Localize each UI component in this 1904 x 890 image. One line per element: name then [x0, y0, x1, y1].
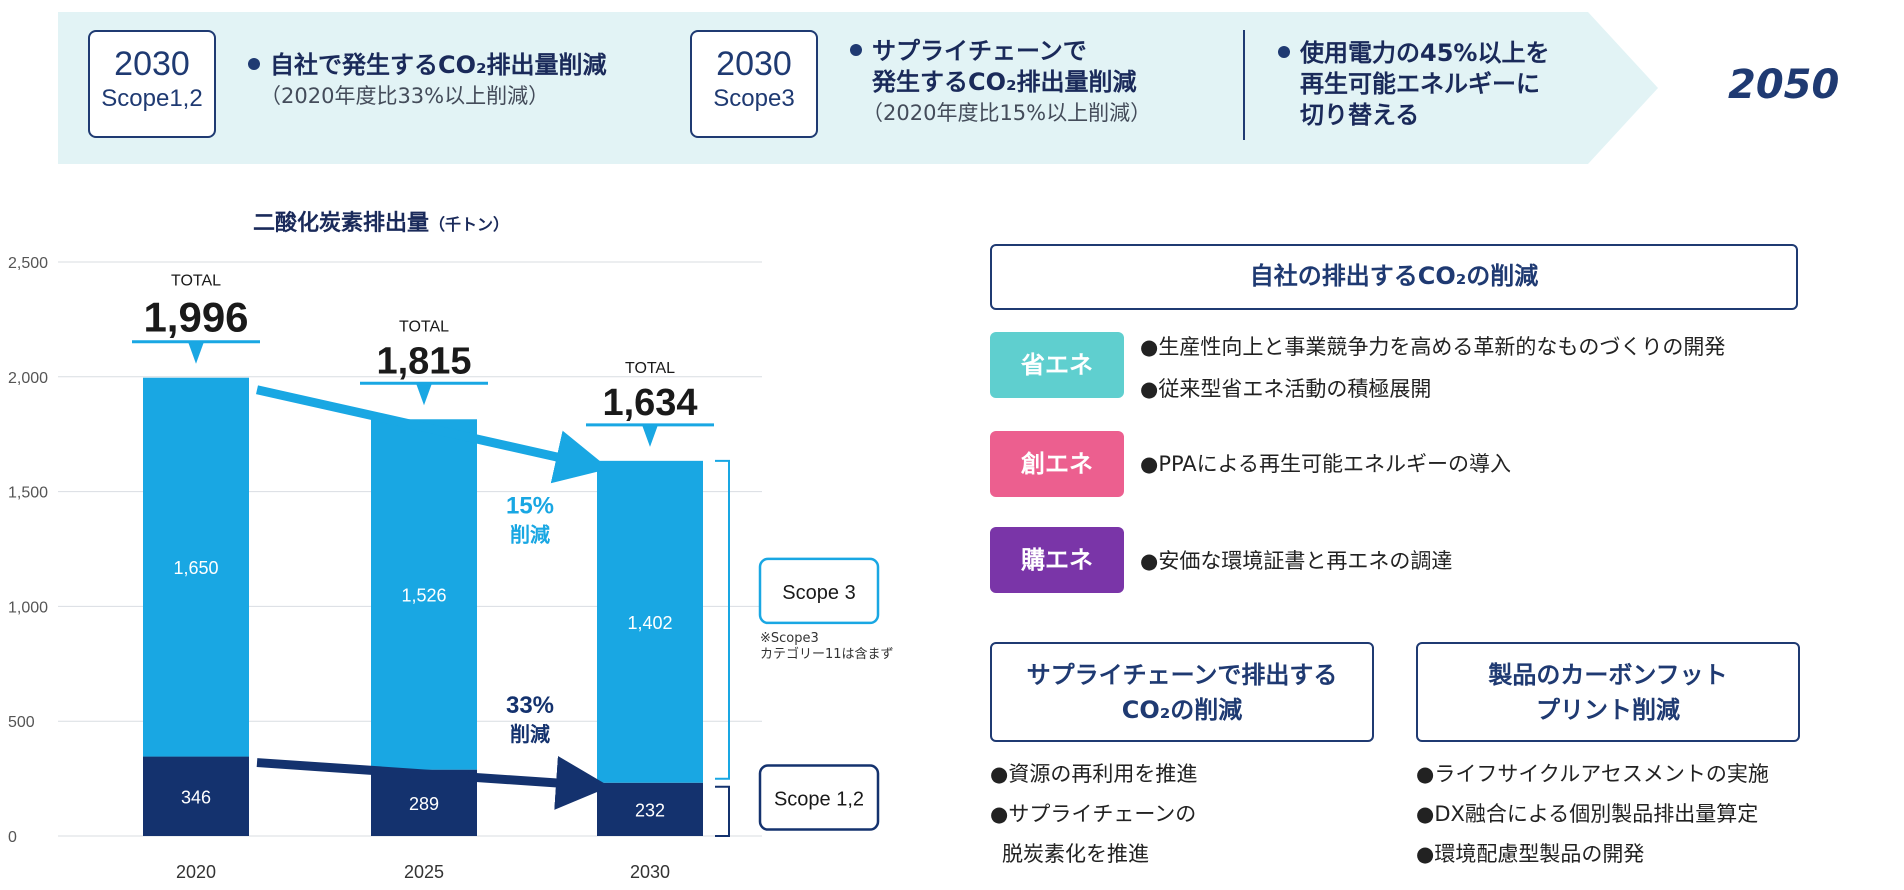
target-year: 2030: [716, 45, 792, 83]
banner-item-line2: 再生可能エネルギーに: [1300, 70, 1540, 98]
reduction-word-scope12: 削減: [510, 722, 550, 746]
chart-title: 二酸化炭素排出量（千トン）: [253, 205, 509, 237]
list-item: 資源の再利用を推進: [990, 754, 1197, 794]
bullet-icon: [850, 44, 862, 56]
reduction-arrow-scope12: [256, 755, 610, 810]
legend-label-scope3: Scope 3: [782, 582, 855, 604]
reduction-pct-scope3: 15%: [506, 493, 554, 520]
energy-saving-list: 生産性向上と事業競争力を高める革新的なものづくりの開発 従来型省エネ活動の積極展…: [1140, 326, 1725, 410]
banner-item-main: 自社で発生するCO₂排出量削減: [270, 51, 607, 79]
bracket-scope12: [715, 785, 730, 837]
banner-item-main-line1: サプライチェーンで: [872, 37, 1087, 65]
supply-chain-list: 資源の再利用を推進 サプライチェーンの 脱炭素化を推進: [990, 754, 1197, 874]
target-year: 2030: [114, 45, 190, 83]
data-label-scope12: 346: [181, 787, 211, 807]
category-pill-energy-saving: 省エネ: [990, 332, 1124, 398]
x-tick-label: 2030: [630, 862, 670, 882]
total-callout-pointer: [188, 341, 204, 364]
data-label-scope3: 1,402: [627, 613, 672, 633]
bar-scope3: [143, 377, 249, 757]
legend-box-scope3: [758, 557, 880, 625]
banner-item-main-line2: 発生するCO₂排出量削減: [872, 68, 1137, 96]
footnote-line1: ※Scope3: [760, 631, 819, 646]
total-callout-pointer: [416, 383, 432, 406]
product-footprint-list: ライフサイクルアセスメントの実施 DX融合による個別製品排出量算定 環境配慮型製…: [1416, 754, 1769, 874]
reduction-pct-scope12: 33%: [506, 692, 554, 719]
data-label-scope12: 232: [635, 800, 665, 820]
target-2030-scope3-box: 2030 Scope3: [690, 30, 818, 138]
data-label-scope3: 1,650: [173, 558, 218, 578]
banner-item-sub: （2020年度比15%以上削減）: [862, 101, 1152, 125]
legend-label-scope12: Scope 1,2: [774, 789, 864, 811]
y-tick-label: 1,500: [8, 485, 48, 502]
chart-title-text: 二酸化炭素排出量: [253, 211, 430, 236]
total-caption: TOTAL: [399, 318, 449, 335]
category-pill-energy-purchase: 購エネ: [990, 527, 1124, 593]
total-value: 1,634: [602, 382, 697, 424]
energy-creation-list: PPAによる再生可能エネルギーの導入: [1140, 443, 1511, 485]
list-item: PPAによる再生可能エネルギーの導入: [1140, 443, 1511, 485]
banner-item-scope3: サプライチェーンで 発生するCO₂排出量削減 （2020年度比15%以上削減）: [850, 36, 1151, 128]
own-emissions-title: 自社の排出するCO₂の削減: [1249, 262, 1539, 290]
list-item: ライフサイクルアセスメントの実施: [1416, 754, 1769, 794]
chart-unit: （千トン）: [429, 215, 510, 234]
data-label-scope12: 289: [409, 794, 439, 814]
list-item: 従来型省エネ活動の積極展開: [1140, 368, 1725, 410]
supply-chain-title-line2: CO₂の削減: [1121, 696, 1243, 724]
banner-divider: [1243, 30, 1245, 140]
y-tick-label: 2,500: [8, 255, 48, 272]
y-tick-label: 1,000: [8, 599, 48, 616]
legend-box-scope12: [758, 764, 880, 831]
bar-scope3: [597, 460, 703, 783]
list-item: 環境配慮型製品の開発: [1416, 834, 1769, 874]
list-item-continuation: 脱炭素化を推進: [1002, 842, 1149, 866]
list-item: DX融合による個別製品排出量算定: [1416, 794, 1769, 834]
supply-chain-title-line1: サプライチェーンで排出する: [1026, 661, 1338, 689]
x-tick-label: 2020: [176, 862, 216, 882]
total-caption: TOTAL: [625, 360, 675, 377]
bar-scope12: [143, 756, 249, 836]
category-pill-energy-creation: 創エネ: [990, 431, 1124, 497]
product-footprint-header: 製品のカーボンフット プリント削減: [1416, 642, 1800, 742]
target-2030-scope12-box: 2030 Scope1,2: [88, 30, 216, 138]
own-emissions-header: 自社の排出するCO₂の削減: [990, 244, 1798, 310]
bullet-icon: [1278, 46, 1290, 58]
banner-item-sub: （2020年度比33%以上削減）: [260, 84, 550, 108]
bar-scope3: [371, 419, 477, 770]
emissions-chart: 0 500 1,000 1,500 2,000 2,500 346 1,650 2020 1,99…: [8, 255, 894, 882]
banner-item-line3: 切り替える: [1300, 101, 1420, 129]
bracket-scope3: [715, 459, 730, 780]
banner-item-renewable: 使用電力の45%以上を 再生可能エネルギーに 切り替える: [1278, 38, 1549, 131]
total-callout-pointer: [642, 424, 658, 447]
total-value: 1,996: [143, 294, 248, 341]
energy-purchase-list: 安価な環境証書と再エネの調達: [1140, 540, 1452, 582]
total-value: 1,815: [376, 340, 471, 382]
product-footprint-title-line2: プリント削減: [1536, 696, 1680, 724]
x-tick-label: 2025: [404, 862, 444, 882]
target-scope: Scope3: [713, 85, 795, 112]
list-item: 安価な環境証書と再エネの調達: [1140, 540, 1452, 582]
footnote-line2: カテゴリー11は含まず: [760, 646, 894, 662]
list-item: サプライチェーンの: [990, 794, 1197, 834]
goal-year-2050: 2050: [1728, 62, 1840, 108]
reduction-arrow-scope3: [256, 385, 610, 484]
bullet-icon: [248, 58, 260, 70]
list-item: 生産性向上と事業競争力を高める革新的なものづくりの開発: [1140, 326, 1725, 368]
product-footprint-title-line1: 製品のカーボンフット: [1488, 661, 1728, 689]
banner-background: [58, 12, 1658, 164]
y-tick-label: 500: [8, 714, 35, 731]
data-label-scope3: 1,526: [401, 585, 446, 605]
supply-chain-header: サプライチェーンで排出する CO₂の削減: [990, 642, 1374, 742]
bar-scope12: [597, 782, 703, 836]
banner-item-line1: 使用電力の45%以上を: [1300, 39, 1550, 67]
reduction-word-scope3: 削減: [510, 523, 550, 547]
target-scope: Scope1,2: [101, 85, 203, 112]
y-tick-label: 0: [8, 829, 17, 846]
total-caption: TOTAL: [171, 273, 221, 290]
y-tick-label: 2,000: [8, 370, 48, 387]
banner-item-scope12: 自社で発生するCO₂排出量削減 （2020年度比33%以上削減）: [248, 50, 607, 111]
